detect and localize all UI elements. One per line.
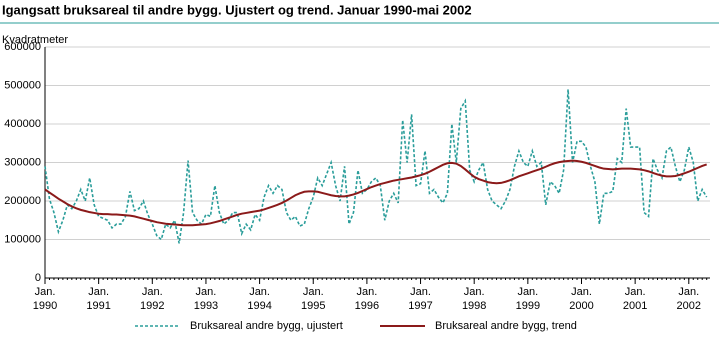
x-tick-label: Jan. 2000: [569, 286, 593, 312]
y-tick-label: 100000: [4, 233, 41, 245]
y-tick-label: 0: [35, 272, 41, 284]
y-axis-label: Kvadratmeter: [2, 34, 68, 46]
x-tick-label: Jan. 1998: [462, 286, 486, 312]
x-tick-label: Jan. 1995: [301, 286, 325, 312]
x-tick-label: Jan. 1991: [86, 286, 110, 312]
legend-label: Bruksareal andre bygg, trend: [435, 320, 577, 332]
y-tick-label: 600000: [4, 41, 41, 53]
chart-title: Igangsatt bruksareal til andre bygg. Uju…: [2, 2, 472, 17]
x-tick-label: Jan. 1999: [516, 286, 540, 312]
x-tick-label: Jan. 1997: [408, 286, 432, 312]
y-tick-label: 500000: [4, 79, 41, 91]
x-tick-label: Jan. 1994: [247, 286, 271, 312]
x-tick-label: Jan. 2002: [677, 286, 701, 312]
x-tick-label: Jan. 1992: [140, 286, 164, 312]
data-line: [44, 159, 707, 227]
x-tick-label: Jan. 1993: [194, 286, 218, 312]
y-tick-label: 300000: [4, 156, 41, 168]
data-line: [44, 89, 708, 244]
legend-label: Bruksareal andre bygg, ujustert: [190, 320, 343, 332]
x-tick-label: Jan. 2001: [623, 286, 647, 312]
x-tick-label: Jan. 1996: [355, 286, 379, 312]
y-tick-label: 200000: [4, 195, 41, 207]
x-tick-label: Jan. 1990: [33, 286, 57, 312]
y-tick-label: 400000: [4, 118, 41, 130]
